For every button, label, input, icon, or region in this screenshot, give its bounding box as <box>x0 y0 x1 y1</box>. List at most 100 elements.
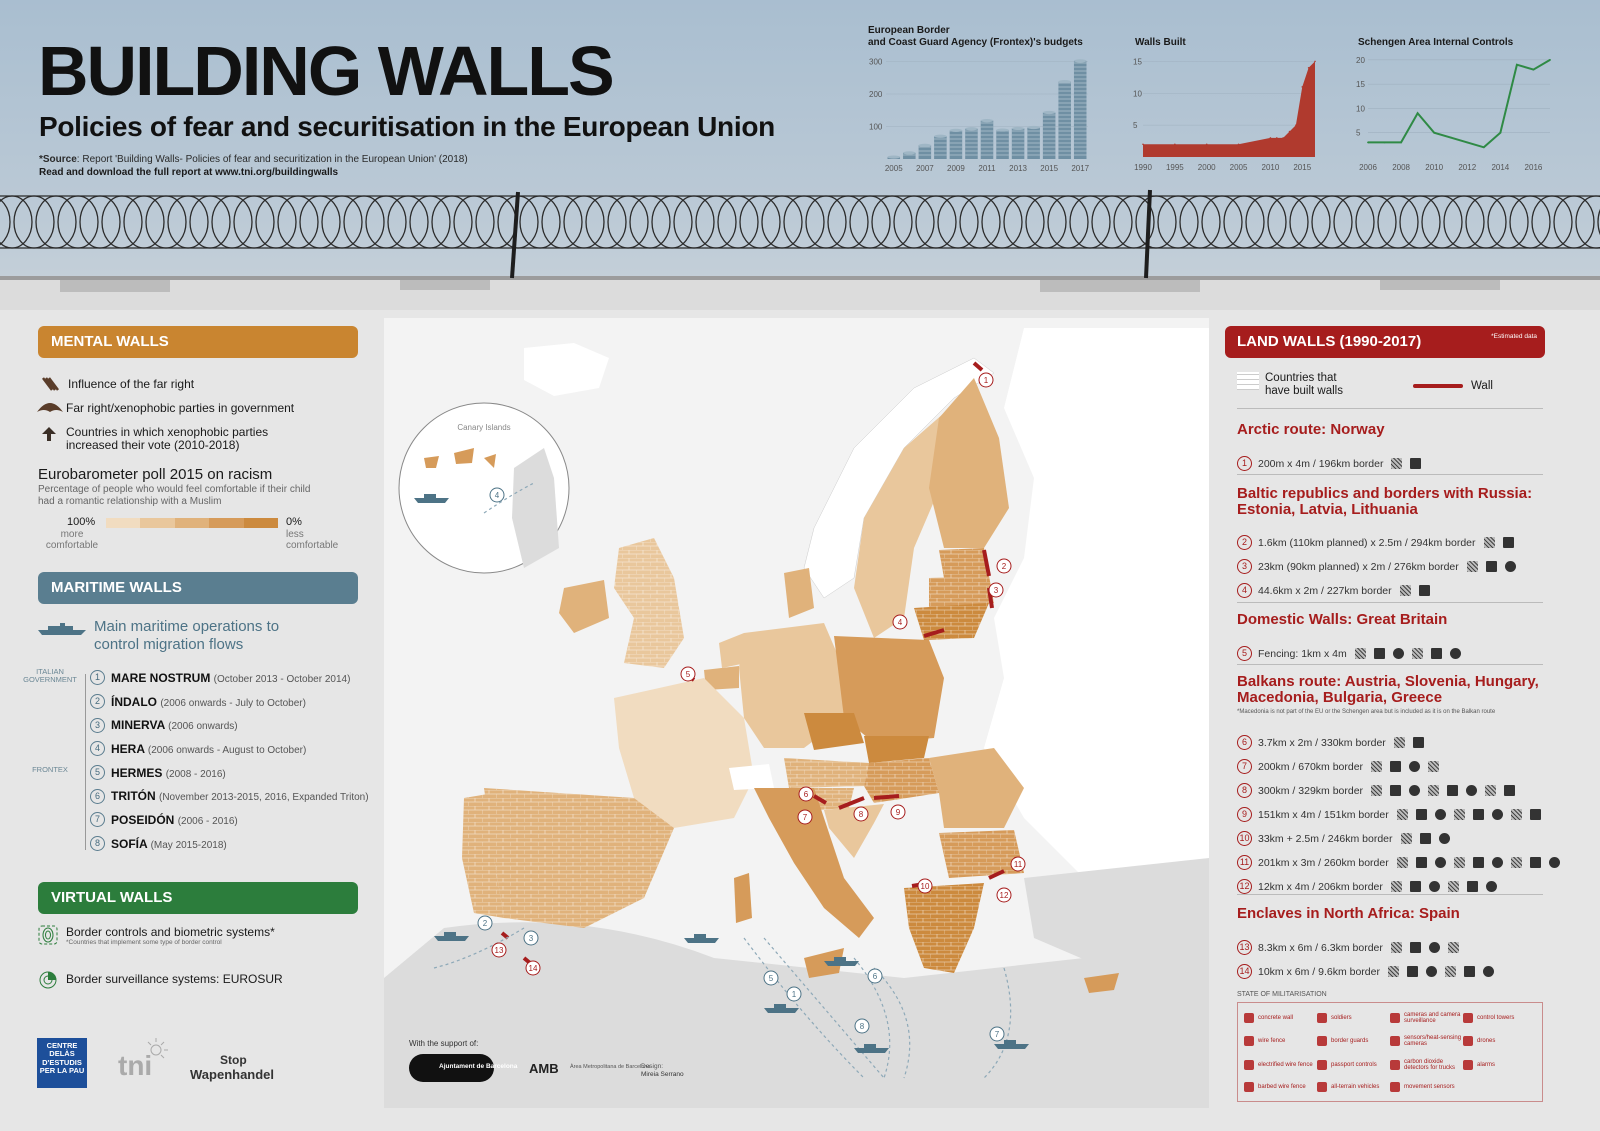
wall-marker-3 <box>988 582 1004 598</box>
scale-swatch-2 <box>174 518 210 528</box>
x-tick-label: 2017 <box>1071 164 1089 173</box>
militarisation-icon <box>1466 785 1478 796</box>
mental-walls-title: MENTAL WALLS <box>51 333 169 350</box>
wire-coil <box>1003 195 1045 249</box>
militarisation-icon <box>1387 966 1399 977</box>
wall-marker-6 <box>798 786 814 802</box>
operation-row: 1 MARE NOSTRUM (October 2013 - October 20… <box>20 666 360 690</box>
operation-name: MARE NOSTRUM (October 2013 - October 201… <box>111 670 351 685</box>
wire-coil <box>1289 195 1331 249</box>
militarisation-icon <box>1428 761 1440 772</box>
wall-spec: 200m x 4m / 196km border <box>1258 457 1384 470</box>
sea-marker-label: 5 <box>769 974 774 983</box>
militarisation-icon <box>1449 648 1461 659</box>
militarisation-icon <box>1430 648 1442 659</box>
militarisation-icon <box>1415 857 1427 868</box>
wire-coil <box>233 195 275 249</box>
militarisation-icon <box>1390 761 1402 772</box>
wire-coil <box>1047 195 1089 249</box>
download-link[interactable]: Read and download the full report at www… <box>39 167 339 178</box>
y-tick-label: 5 <box>1133 121 1138 130</box>
scale-right-pct: 0% <box>286 516 302 528</box>
point-2016 <box>1307 66 1310 69</box>
militarisation-item-icon <box>1463 1012 1473 1023</box>
wall-row: 8 300km / 329km border <box>1237 783 1516 798</box>
x-tick-label: 1990 <box>1134 163 1152 172</box>
y-tick-label: 200 <box>869 90 883 99</box>
militarisation-icon <box>1396 809 1408 820</box>
militarisation-icon <box>1409 761 1421 772</box>
bar-2017 <box>1073 60 1087 159</box>
warship-markers <box>414 494 1029 1053</box>
militarisation-icon <box>1447 881 1459 892</box>
coin-top <box>1073 59 1087 63</box>
operation-row: 7 POSEIDÓN (2006 - 2016) <box>20 808 360 832</box>
wire-coil <box>475 195 517 249</box>
sea-marker-label: 4 <box>495 491 500 500</box>
wall-marker-9 <box>890 804 906 820</box>
militarisation-icon <box>1371 785 1383 796</box>
militarisation-item: concrete wall <box>1244 1007 1317 1029</box>
operation-number: 6 <box>90 788 105 804</box>
wall-number: 13 <box>1237 940 1252 955</box>
bar-2008 <box>934 136 947 159</box>
wall-spec: 200km / 670km border <box>1258 760 1364 773</box>
estimated-note: *Estimated data <box>1491 333 1537 340</box>
x-tick-label: 2010 <box>1425 163 1443 172</box>
point-2011 <box>1449 136 1452 139</box>
wire-coil <box>1531 195 1573 249</box>
centre-delas-logo: CENTRE DELÀS D'ESTUDIS PER LA PAU <box>37 1038 87 1088</box>
wire-coil <box>629 195 671 249</box>
eurobarometer-description: Percentage of people who would feel comf… <box>38 484 311 507</box>
operation-period: (2006 onwards - July to October) <box>160 697 306 709</box>
wire-coil <box>387 195 429 249</box>
militarisation-icon <box>1529 857 1541 868</box>
legend-wall: Wall <box>1413 380 1493 392</box>
point-2012 <box>1466 141 1469 144</box>
operation-period: (2006 - 2016) <box>177 815 238 827</box>
wall-marker-label: 9 <box>896 808 901 817</box>
x-tick-label: 2015 <box>1293 163 1311 172</box>
militarisation-item-icon <box>1390 1012 1400 1023</box>
militarisation-item-label: cameras and camera surveillance <box>1404 1011 1461 1024</box>
x-tick-label: 2013 <box>1009 164 1027 173</box>
sea-marker-label: 6 <box>873 972 878 981</box>
wall-spec: 3.7km x 2m / 330km border <box>1258 736 1386 749</box>
fingerprint-icon <box>38 925 58 945</box>
operation-number: 1 <box>90 670 105 686</box>
operation-number: 5 <box>90 765 105 781</box>
point-2012 <box>1282 137 1284 139</box>
ireland <box>559 580 609 633</box>
wire-coil <box>1399 195 1441 249</box>
wire-coil <box>1311 195 1353 249</box>
scale-swatch-4 <box>243 518 279 528</box>
legend-border-controls: Border controls and biometric systems* *C… <box>38 925 275 946</box>
schengen-controls-chart: Schengen Area Internal Controls 20 15 10 5 2… <box>1350 37 1560 177</box>
operation-period: (2006 onwards - August to October) <box>147 744 307 756</box>
operation-period: (May 2015-2018) <box>150 839 227 851</box>
border-controls-note: *Countries that implement some type of b… <box>66 939 222 946</box>
czech-republic <box>804 713 864 750</box>
point-2008 <box>1400 141 1402 144</box>
sicily <box>804 948 844 978</box>
operation-row: 2 ÍNDALO (2006 onwards - July to October) <box>20 690 360 714</box>
wall-spec: 1.6km (110km planned) x 2.5m / 294km bor… <box>1258 536 1476 549</box>
wire-coil <box>343 195 385 249</box>
header-banner: BUILDING WALLS Policies of fear and secu… <box>0 0 1600 310</box>
wall-number: 12 <box>1237 879 1252 894</box>
section-divider <box>1237 664 1543 665</box>
wall-number: 2 <box>1237 535 1252 550</box>
wall-spec: 8.3km x 6m / 6.3km border <box>1258 941 1383 954</box>
operations-rows: 1 MARE NOSTRUM (October 2013 - October 20… <box>20 666 369 856</box>
wall-row: 5 Fencing: 1km x 4m <box>1237 646 1461 661</box>
militarisation-item-icon <box>1390 1059 1400 1070</box>
maritime-walls-header: MARITIME WALLS <box>38 572 358 604</box>
militarisation-item-icon <box>1463 1036 1473 1047</box>
wire-coil <box>409 195 451 249</box>
wall-number: 1 <box>1237 456 1252 471</box>
point-2017 <box>1314 60 1316 63</box>
wall-number: 14 <box>1237 964 1252 979</box>
italy <box>754 788 874 938</box>
controls-line <box>1368 58 1551 149</box>
section-note: *Macedonia is not part of the EU or the … <box>1237 709 1496 715</box>
